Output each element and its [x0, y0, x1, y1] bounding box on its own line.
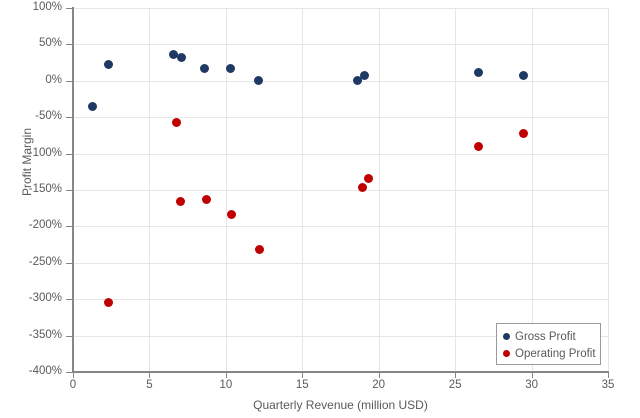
y-tick-label: 50%: [38, 37, 62, 50]
data-point-operating-profit: [364, 173, 374, 183]
x-tick-label: 25: [448, 379, 462, 391]
gridline-vertical: [608, 8, 609, 372]
gridline-horizontal: [73, 299, 608, 301]
gridline-horizontal: [73, 117, 608, 119]
x-axis-line: [72, 371, 609, 373]
x-tick-label: 15: [295, 379, 309, 391]
gridline-horizontal: [73, 335, 608, 337]
data-point-operating-profit: [255, 244, 264, 254]
x-tick-label: 0: [69, 379, 77, 391]
gridline-horizontal: [73, 372, 608, 373]
x-tick-mark: [455, 372, 457, 378]
y-tick-mark: [66, 226, 72, 228]
gridline-vertical: [455, 8, 457, 372]
x-tick-label: 20: [372, 379, 386, 391]
y-tick-mark: [66, 190, 72, 191]
data-point-gross-profit: [177, 53, 186, 62]
x-tick-mark: [531, 372, 533, 378]
data-point-operating-profit: [171, 117, 181, 127]
data-point-gross-profit: [253, 76, 263, 86]
data-point-gross-profit: [200, 63, 209, 73]
y-tick-label: 0%: [45, 73, 62, 86]
data-point-operating-profit: [175, 197, 185, 207]
gridline-vertical: [302, 8, 304, 372]
x-tick-mark: [149, 372, 151, 378]
y-axis-line: [72, 7, 74, 373]
data-point-operating-profit: [519, 129, 529, 139]
y-tick-label: -350%: [28, 328, 62, 341]
data-point-gross-profit: [473, 67, 483, 77]
x-tick-label: 5: [146, 379, 153, 391]
data-point-operating-profit: [358, 182, 368, 192]
x-tick-mark: [225, 372, 227, 378]
y-tick-mark: [66, 262, 72, 264]
x-tick-label: 35: [601, 379, 615, 391]
gridline-horizontal: [73, 80, 608, 82]
y-tick-label: -400%: [28, 365, 62, 377]
chart-legend: Gross Profit Operating Profit: [496, 323, 601, 365]
x-tick-label: 30: [525, 379, 538, 391]
data-point-gross-profit: [519, 71, 529, 81]
legend-label-operating-profit: Operating Profit: [515, 347, 596, 360]
data-point-gross-profit: [359, 71, 369, 81]
x-tick-mark: [608, 372, 609, 378]
operating-profit-marker-icon: [503, 350, 510, 357]
data-point-gross-profit: [169, 50, 179, 60]
data-point-gross-profit: [88, 101, 98, 111]
gridline-vertical: [531, 8, 533, 372]
y-tick-mark: [66, 153, 72, 155]
data-point-operating-profit: [201, 195, 211, 204]
gross-profit-marker-icon: [503, 333, 510, 340]
y-tick-mark: [66, 117, 72, 119]
x-tick-mark: [302, 372, 304, 378]
plot-area: [73, 8, 609, 373]
legend-item-operating-profit: Operating Profit: [503, 345, 600, 362]
x-tick-mark: [378, 372, 380, 378]
data-point-operating-profit: [473, 141, 483, 151]
y-axis-title: Profit Margin: [20, 127, 34, 197]
data-point-gross-profit: [225, 63, 235, 73]
y-tick-label: 100%: [32, 1, 62, 13]
data-point-operating-profit: [103, 298, 113, 308]
legend-label-gross-profit: Gross Profit: [515, 330, 576, 343]
gridline-horizontal: [73, 226, 608, 228]
legend-item-gross-profit: Gross Profit: [503, 328, 600, 345]
y-tick-label: -50%: [35, 110, 62, 123]
data-point-gross-profit: [104, 60, 114, 70]
y-tick-mark: [66, 335, 72, 337]
y-tick-mark: [66, 44, 72, 46]
gridline-horizontal: [73, 262, 608, 264]
y-tick-label: -150%: [28, 183, 62, 195]
y-tick-mark: [66, 80, 72, 82]
gridline-vertical: [73, 8, 74, 372]
y-tick-label: -250%: [28, 255, 62, 268]
x-tick-mark: [73, 372, 74, 378]
gridline-vertical: [149, 8, 151, 372]
y-tick-label: -200%: [28, 219, 62, 232]
gridline-horizontal: [73, 190, 608, 191]
y-tick-label: -100%: [28, 146, 62, 159]
gridline-horizontal: [73, 8, 608, 9]
data-point-gross-profit: [352, 76, 362, 86]
x-tick-label: 10: [219, 379, 233, 391]
gridline-horizontal: [73, 153, 608, 155]
y-tick-label: -300%: [28, 292, 62, 305]
x-axis-title: Quarterly Revenue (million USD): [253, 398, 428, 412]
y-tick-mark: [66, 372, 72, 373]
y-tick-mark: [66, 8, 72, 9]
gridline-vertical: [378, 8, 380, 372]
data-point-operating-profit: [226, 209, 236, 219]
y-tick-mark: [66, 299, 72, 301]
gridline-vertical: [225, 8, 227, 372]
gridline-horizontal: [73, 44, 608, 46]
